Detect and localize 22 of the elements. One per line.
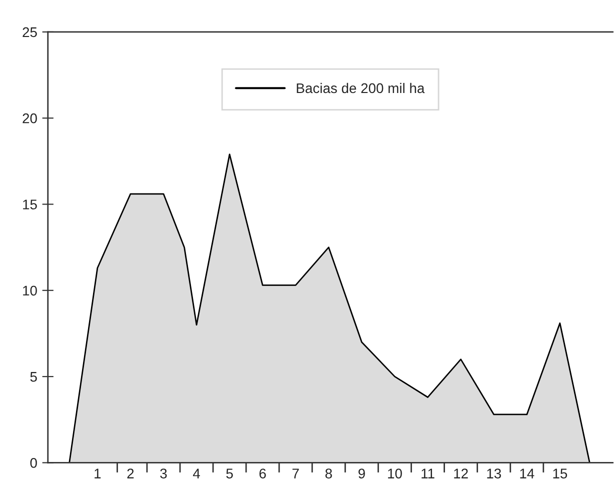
- x-tick-label: 2: [127, 468, 134, 478]
- y-tick-label: 10: [23, 286, 37, 296]
- x-tick-label: 10: [388, 468, 402, 478]
- x-tick-label: 7: [292, 468, 299, 478]
- x-tick-label: 6: [259, 468, 266, 478]
- y-tick-label: 15: [23, 200, 37, 210]
- legend-label: Bacias de 200 mil ha: [296, 82, 425, 94]
- x-tick-label: 12: [454, 468, 468, 478]
- y-tick-label: 20: [22, 113, 37, 124]
- x-tick-label: 14: [520, 468, 534, 478]
- y-tick-label: 0: [30, 458, 37, 468]
- x-tick-label: 5: [226, 468, 233, 478]
- x-tick-label: 1: [94, 468, 101, 478]
- x-tick-label: 15: [553, 468, 568, 478]
- x-tick-label: 9: [358, 468, 365, 478]
- y-tick-label: 5: [30, 372, 37, 382]
- x-tick-label: 3: [160, 468, 167, 478]
- x-tick-label: 11: [422, 468, 434, 478]
- y-tick-label: 25: [22, 27, 37, 38]
- x-tick-label: 13: [487, 468, 501, 478]
- x-tick-label: 4: [193, 468, 200, 478]
- x-tick-label: 8: [325, 468, 332, 478]
